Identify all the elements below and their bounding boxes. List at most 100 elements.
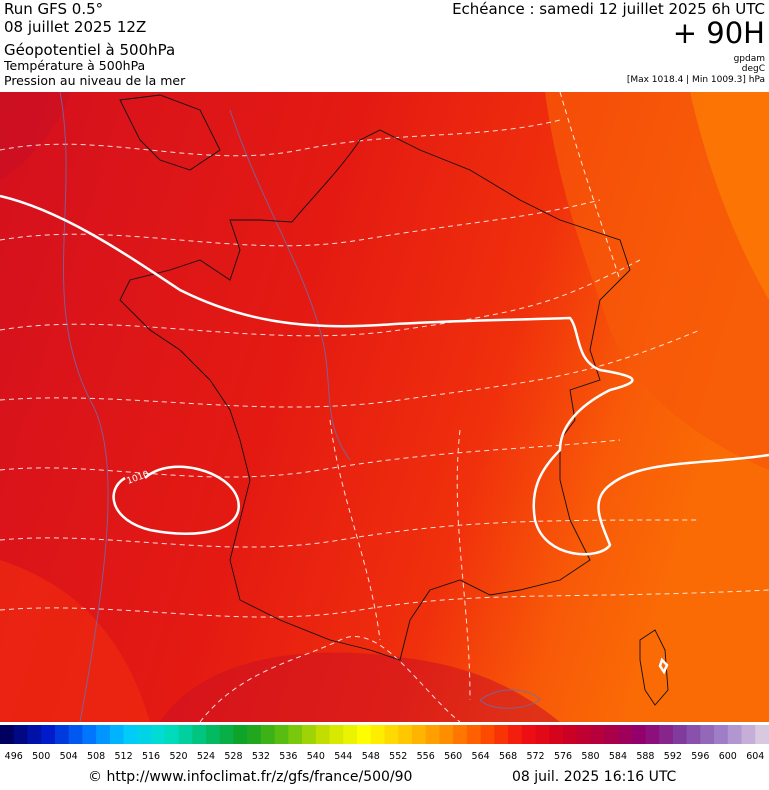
colorbar-swatch — [151, 725, 166, 744]
shade — [160, 652, 560, 722]
colorbar-label: 516 — [142, 751, 160, 762]
map: 1010 — [0, 91, 769, 723]
france-outline — [119, 129, 631, 661]
colorbar-swatch — [686, 725, 701, 744]
colorbar-label: 548 — [362, 751, 380, 762]
shade — [545, 92, 769, 470]
colorbar-label: 592 — [664, 751, 682, 762]
colorbar-swatch — [439, 725, 454, 744]
colorbar-label: 500 — [32, 751, 50, 762]
field-name: Température à 500hPa — [3, 58, 145, 73]
colorbar-swatch — [604, 725, 619, 744]
england-coast — [119, 94, 221, 171]
timestamp: 08 juil. 2025 16:16 UTC — [512, 769, 677, 785]
colorbar-swatch — [521, 725, 537, 744]
colorbar-label: 508 — [87, 751, 105, 762]
unit: degC — [742, 64, 765, 74]
echeance: Echéance : samedi 12 juillet 2025 6h UTC — [452, 0, 765, 18]
colorbar-swatch — [617, 725, 633, 744]
isobar — [112, 465, 240, 535]
shade — [690, 92, 769, 300]
colorbar-swatch — [288, 725, 303, 744]
colorbar-label: 604 — [746, 751, 764, 762]
source-url: © http://www.infoclimat.fr/z/gfs/france/… — [88, 769, 412, 785]
temperature-contours — [0, 91, 769, 723]
colorbar-swatch — [260, 725, 276, 744]
colorbar-swatch — [563, 725, 578, 744]
geopotential-contour — [229, 109, 351, 461]
colorbar-swatch — [164, 725, 180, 744]
colorbar-label: 596 — [691, 751, 709, 762]
colorbar-label: 528 — [224, 751, 242, 762]
colorbar-swatch — [384, 725, 399, 744]
colorbar-label: 524 — [197, 751, 215, 762]
colorbar-label: 496 — [5, 751, 23, 762]
colorbar-swatch — [54, 725, 70, 744]
colorbar-swatch — [13, 725, 28, 744]
colorbar-swatch — [370, 725, 385, 744]
colorbar-swatch — [329, 725, 344, 744]
run-date: 08 juillet 2025 12Z — [4, 18, 146, 36]
colorbar-swatch — [247, 725, 262, 744]
colorbar-label: 588 — [636, 751, 654, 762]
colorbar-swatch — [302, 725, 317, 744]
geopotential-contour — [59, 91, 109, 723]
colorbar-swatch — [453, 725, 468, 744]
colorbar-swatch — [68, 725, 83, 744]
colorbar-label: 540 — [307, 751, 325, 762]
colorbar: 496 500 504 508 512 516 520 524 528 532 536 540 544 5… — [0, 725, 769, 762]
colorbar-label: 564 — [472, 751, 490, 762]
colorbar-label: 532 — [252, 751, 270, 762]
field-name: Géopotentiel à 500hPa — [4, 41, 175, 59]
colorbar-swatch — [549, 725, 564, 744]
colorbar-swatch — [137, 725, 152, 744]
colorbar-swatch — [714, 725, 729, 744]
colorbar-swatch — [466, 725, 482, 744]
unit: [Max 1018.4 | Min 1009.3] hPa — [627, 75, 765, 85]
colorbar-swatch — [672, 725, 688, 744]
colorbar-label: 580 — [581, 751, 599, 762]
colorbar-label: 504 — [60, 751, 78, 762]
colorbar-swatch — [631, 725, 646, 744]
colorbar-label: 552 — [389, 751, 407, 762]
colorbar-label: 556 — [417, 751, 435, 762]
colorbar-swatch — [41, 725, 56, 744]
colorbar-label: 600 — [719, 751, 737, 762]
colorbar-swatch — [315, 725, 331, 744]
colorbar-swatch — [192, 725, 207, 744]
colorbar-swatch — [178, 725, 193, 744]
colorbar-swatch — [576, 725, 591, 744]
shade — [0, 92, 70, 180]
colorbar-swatch — [96, 725, 111, 744]
colorbar-swatch — [343, 725, 358, 744]
colorbar-swatch — [727, 725, 743, 744]
colorbar-label: 576 — [554, 751, 572, 762]
field-name: Pression au niveau de la mer — [4, 73, 186, 88]
colorbar-swatch — [219, 725, 234, 744]
unit: gpdam — [734, 54, 765, 64]
run-title: Run GFS 0.5° — [4, 0, 103, 18]
colorbar-swatch — [411, 725, 427, 744]
isobar — [0, 194, 769, 556]
colorbar-swatch — [508, 725, 523, 744]
colorbar-swatch — [123, 725, 138, 744]
colorbar-swatch — [645, 725, 660, 744]
colorbar-swatch — [27, 725, 42, 744]
geopotential-contour — [479, 689, 541, 709]
colorbar-swatch — [205, 725, 221, 744]
colorbar-label: 512 — [115, 751, 133, 762]
colorbar-label: 544 — [334, 751, 352, 762]
colorbar-swatch — [494, 725, 509, 744]
colorbar-swatch — [233, 725, 248, 744]
colorbar-swatch — [274, 725, 289, 744]
corsica-outline — [639, 629, 669, 706]
colorbar-label: 520 — [169, 751, 187, 762]
isobar — [658, 657, 669, 675]
colorbar-swatch — [700, 725, 715, 744]
colorbar-swatch — [425, 725, 440, 744]
colorbar-swatch — [755, 725, 769, 744]
colorbar-swatch — [82, 725, 97, 744]
colorbar-swatch — [109, 725, 125, 744]
lead-time: + 90H — [673, 16, 765, 50]
